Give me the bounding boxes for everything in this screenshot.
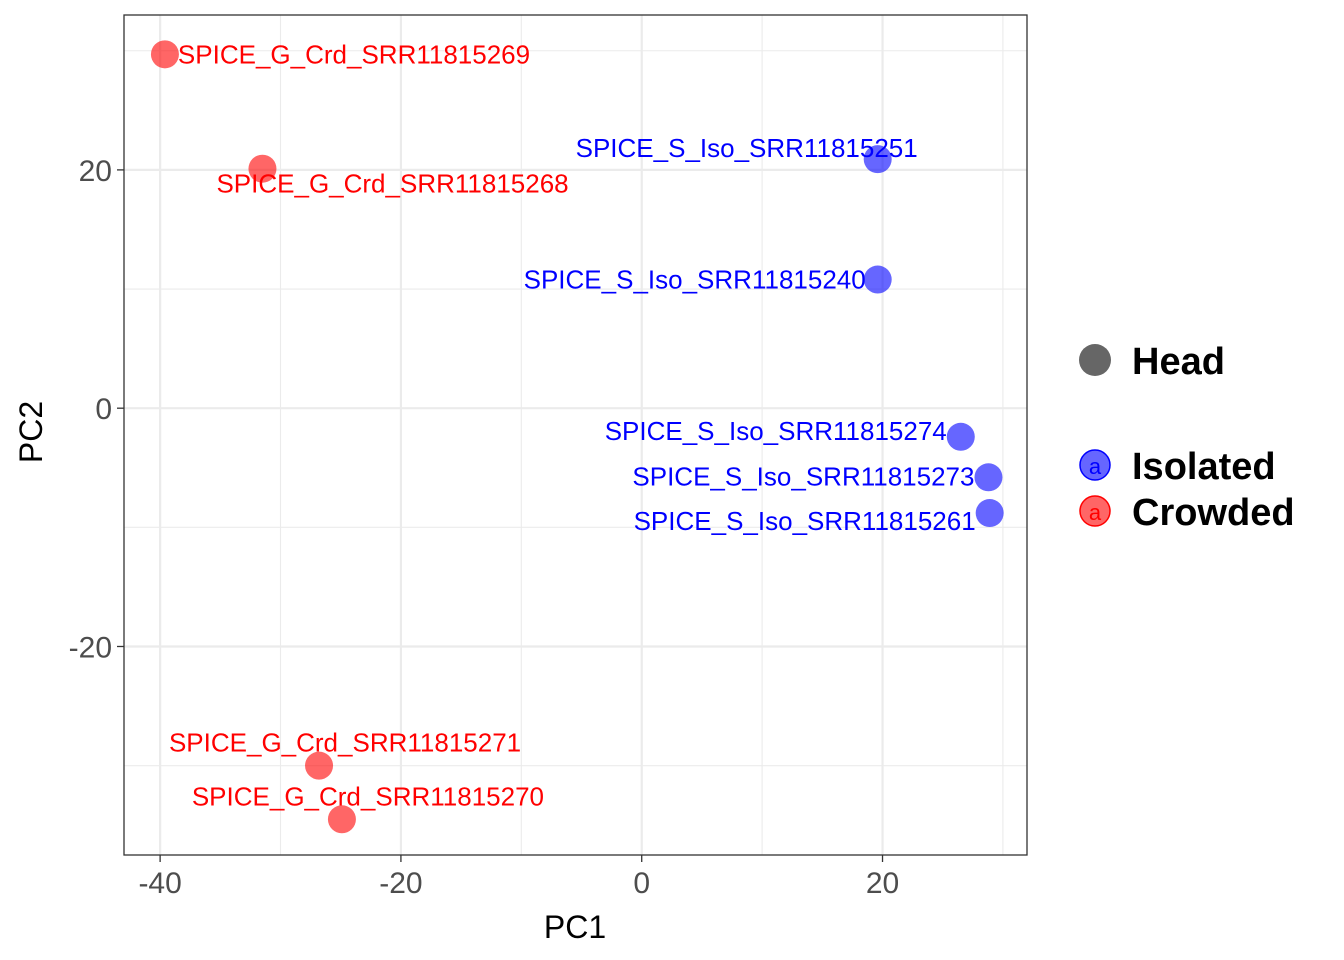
legend-head-key (1079, 344, 1111, 376)
point-label: SPICE_G_Crd_SRR11815270 (192, 781, 544, 811)
y-tick-label: 0 (95, 393, 112, 426)
x-tick-label: -40 (138, 867, 181, 900)
legend: Head a Isolated a Crowded (1079, 341, 1295, 534)
legend-isolated-key (1079, 449, 1111, 481)
legend-head-label: Head (1132, 341, 1225, 383)
point-label: SPICE_S_Iso_SRR11815273 (632, 461, 974, 491)
point-label: SPICE_S_Iso_SRR11815240 (524, 265, 866, 295)
data-point-isolated (863, 145, 892, 174)
data-point-isolated (863, 265, 892, 294)
legend-crowded-key-glyph: a (1089, 500, 1102, 525)
point-label: SPICE_S_Iso_SRR11815261 (634, 506, 976, 536)
x-tick-label: 0 (633, 867, 650, 900)
x-tick-label: -20 (379, 867, 422, 900)
data-point-crowded (248, 154, 277, 183)
legend-isolated-label: Isolated (1132, 446, 1276, 488)
data-point-crowded (327, 805, 356, 834)
data-point-isolated (975, 499, 1004, 528)
data-point-crowded (150, 40, 179, 69)
point-label: SPICE_G_Crd_SRR11815268 (216, 169, 568, 199)
point-label: SPICE_G_Crd_SRR11815271 (169, 728, 521, 758)
x-axis-label: PC1 (544, 909, 606, 945)
point-label: SPICE_S_Iso_SRR11815274 (605, 416, 947, 446)
x-tick-label: 20 (866, 867, 899, 900)
data-point-isolated (974, 463, 1003, 492)
legend-crowded-key (1079, 495, 1111, 527)
point-label: SPICE_G_Crd_SRR11815269 (178, 39, 530, 69)
point-label: SPICE_S_Iso_SRR11815251 (576, 133, 918, 163)
legend-isolated-key-glyph: a (1089, 454, 1102, 479)
point-labels: SPICE_G_Crd_SRR11815269 SPICE_G_Crd_SRR11… (169, 39, 976, 811)
panel-border (123, 14, 1028, 856)
y-axis-label: PC2 (13, 401, 49, 463)
legend-crowded-label: Crowded (1132, 492, 1295, 534)
data-point-crowded (305, 751, 334, 780)
axes: -40 -20 0 20 -20 0 20 (69, 155, 900, 900)
data-point-isolated (946, 422, 975, 451)
data-points (150, 40, 1004, 834)
y-tick-label: 20 (79, 155, 112, 188)
y-tick-label: -20 (69, 631, 112, 664)
